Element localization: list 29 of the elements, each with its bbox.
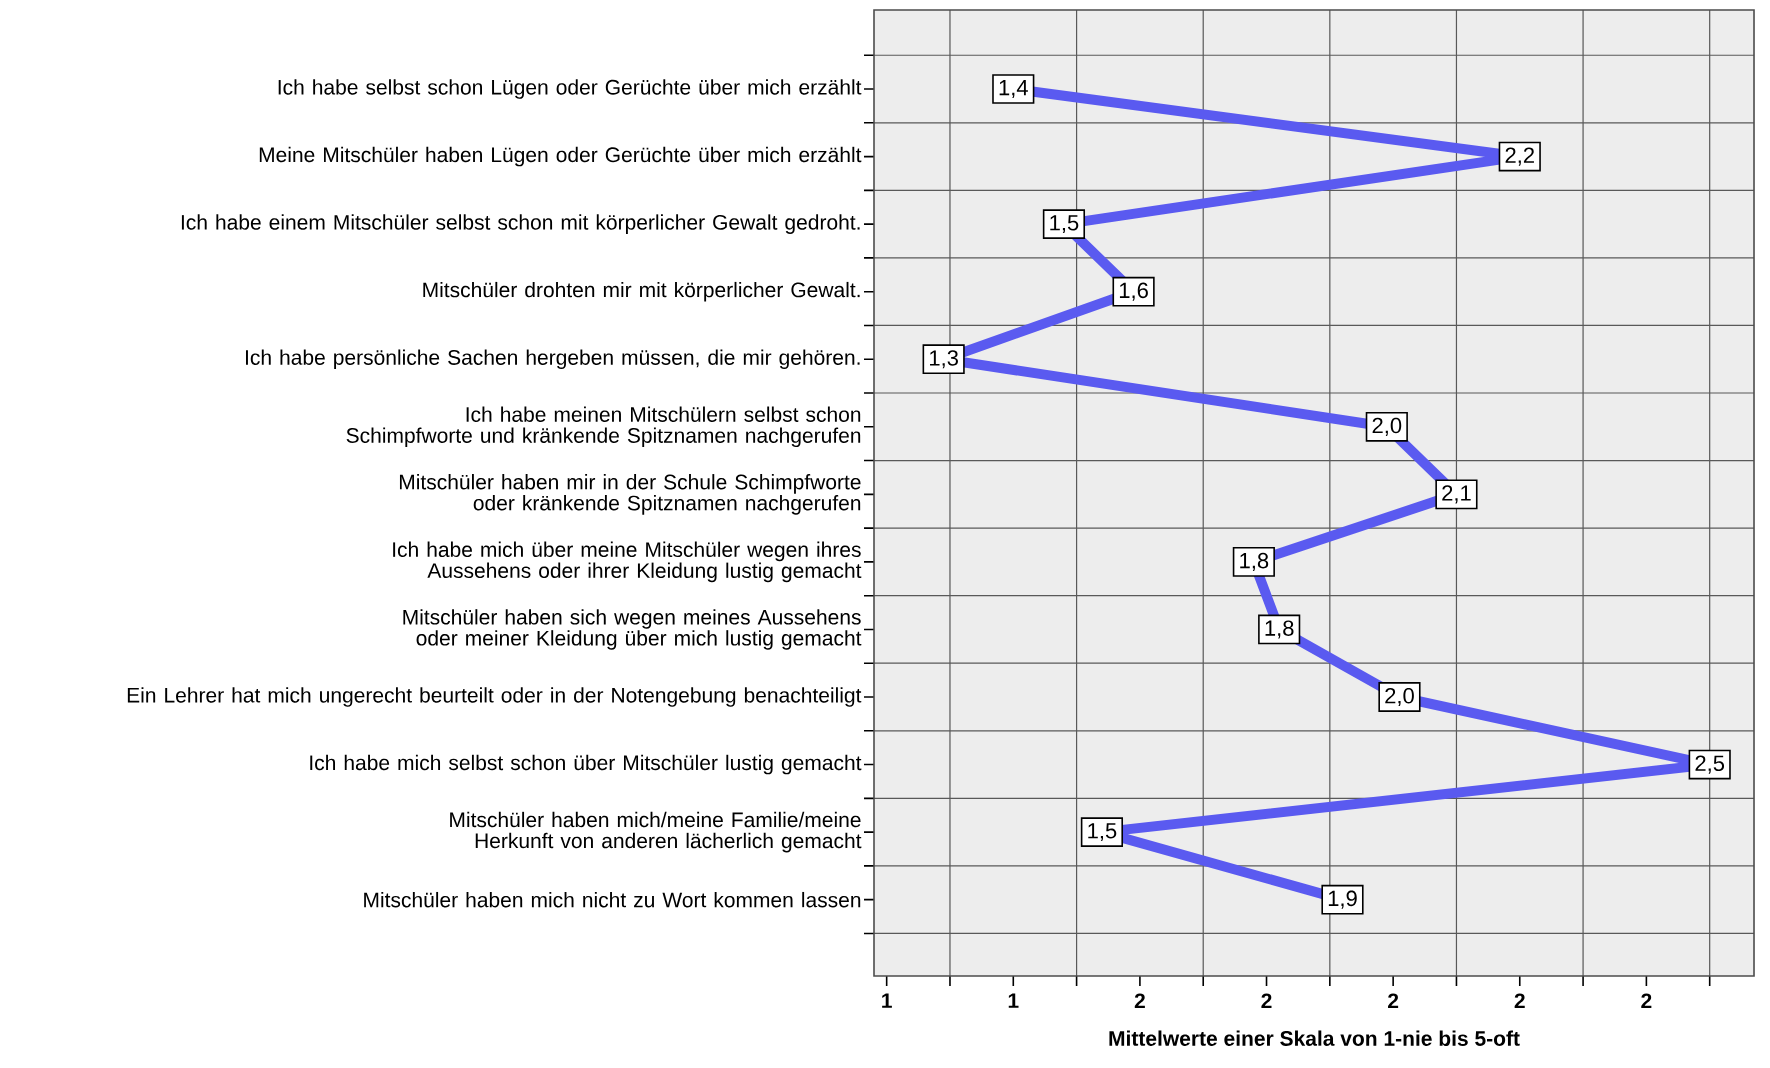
data-label: 2,0 <box>1372 417 1402 436</box>
y-tick-label: Ein Lehrer hat mich ungerecht beurteilt oder in der Notengebung benachteiligt <box>127 687 862 707</box>
y-tick-label: Mitschüler drohten mir mit körperlicher Gewalt. <box>423 281 860 302</box>
data-label: 1,8 <box>1265 620 1294 639</box>
data-label: 1,9 <box>1328 890 1357 909</box>
y-tick-label: Ich habe persönliche Sachen hergeben müssen, die mir gehören. <box>246 349 860 370</box>
x-tick-label: 2 <box>1641 993 1652 1009</box>
data-label: 2,2 <box>1505 147 1534 166</box>
y-tick-label: Mitschüler haben mich/meine Familie/meine Herkunft von anderen lächerlich gemacht <box>450 811 862 853</box>
y-tick-label: Mitschüler haben mich nicht zu Wort kommen lassen <box>364 891 861 908</box>
x-axis-title: Mittelwerte einer Skala von 1-nie bis 5-oft <box>1109 1030 1520 1046</box>
y-tick-label: Ich habe mich über meine Mitschüler wegen ihres Aussehens oder ihrer Kleidung lustig gemacht <box>393 541 862 583</box>
data-label: 2,1 <box>1442 485 1471 504</box>
y-tick-label: Ich habe selbst schon Lügen oder Gerüchte über mich erzählt <box>278 79 862 99</box>
y-tick-label: Mitschüler haben sich wegen meines Aussehens oder meiner Kleidung über mich lustig gemacht <box>403 609 862 650</box>
data-label: 1,3 <box>930 350 958 369</box>
x-tick-label: 1 <box>882 993 892 1008</box>
data-label: 2,5 <box>1695 755 1725 774</box>
x-tick-label: 2 <box>1261 993 1272 1009</box>
y-tick-label: Ich habe meinen Mitschülern selbst schon Schimpfworte und kränkende Spitznamen nachgerufen <box>346 406 861 448</box>
y-tick-label: Ich habe mich selbst schon über Mitschüler lustig gemacht <box>310 754 862 775</box>
x-tick-label: 2 <box>1388 993 1399 1009</box>
x-tick-label: 2 <box>1514 993 1525 1009</box>
y-tick-label: Meine Mitschüler haben Lügen oder Gerüchte über mich erzählt <box>259 146 862 167</box>
x-tick-label: 1 <box>1008 993 1019 1008</box>
y-tick-label: Ich habe einem Mitschüler selbst schon mit körperlicher Gewalt gedroht. <box>181 214 860 234</box>
x-tick-label: 2 <box>1134 993 1145 1009</box>
data-label: 1,6 <box>1119 282 1148 301</box>
y-tick-label: Mitschüler haben mir in der Schule Schimpfworte oder kränkende Spitznamen nachgerufen <box>399 474 861 515</box>
